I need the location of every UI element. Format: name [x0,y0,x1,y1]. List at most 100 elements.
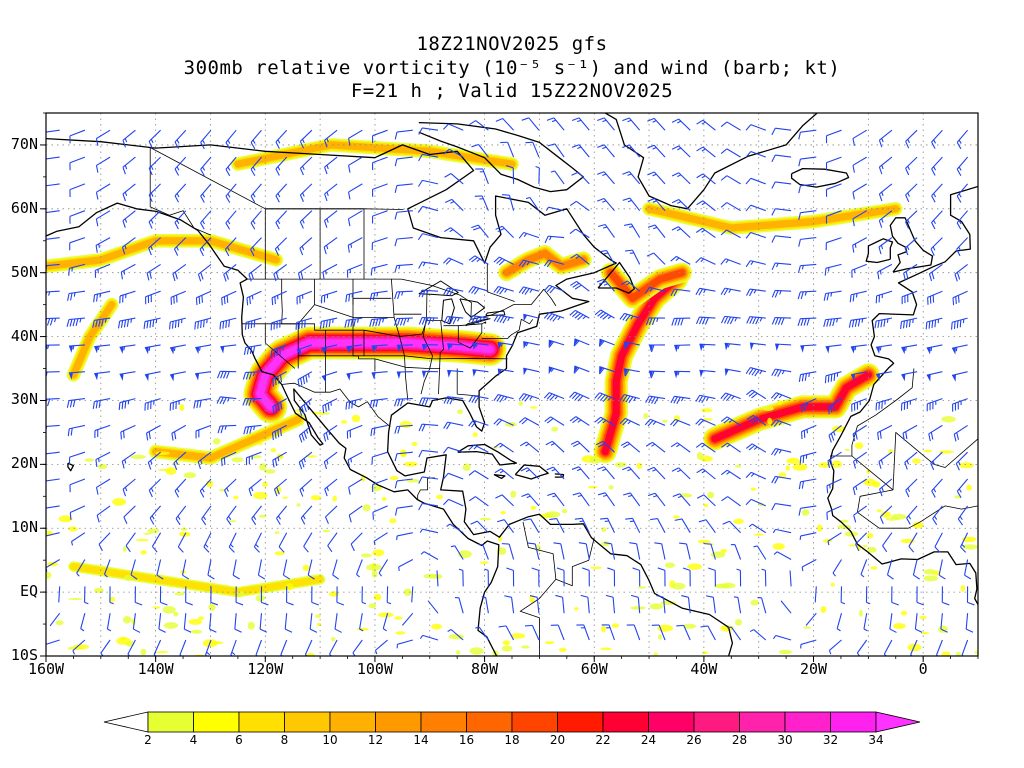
wind-barb [260,586,269,606]
vorticity-speckle [310,495,322,501]
wind-barb [495,494,514,507]
colorbar-bin [511,711,558,733]
colorbar-bin [693,711,740,733]
y-tick-label: 70N [10,134,38,153]
colorbar-min-arrow [103,711,149,733]
wind-barb [607,567,616,587]
vorticity-speckle [479,517,492,521]
wind-barb [908,532,918,553]
wind-barb [733,596,742,614]
wind-barb [629,542,641,560]
colorbar-bin [329,711,376,733]
wind-barb [394,398,413,407]
wind-barb [594,309,615,320]
wind-barb [925,317,943,330]
us-states-5 [457,323,483,349]
vorticity-speckle [55,620,64,626]
s-america-borders-2 [555,537,595,587]
wind-barb [242,371,262,380]
wind-barb [217,370,237,379]
colorbar-tick-label: 12 [367,733,384,747]
wind-barb [644,418,666,427]
wind-barb [879,505,893,524]
wind-barb [745,471,767,480]
wind-barb [695,227,716,239]
vorticity-speckle [713,583,730,589]
vorticity-speckle [228,520,237,523]
wind-barb [506,165,515,184]
vorticity-speckle [332,495,338,502]
wind-barb [798,505,817,516]
vorticity-speckle [122,616,132,624]
wind-barb [851,398,867,412]
wind-barb [173,237,187,256]
wind-barb [555,594,565,614]
wind-barb [941,586,950,606]
wind-barb [447,629,464,641]
wind-barb [901,371,918,382]
wind-barb [938,559,946,580]
colorbar-bin [784,711,831,733]
wind-barb [427,600,439,614]
wind-barb [468,496,489,507]
vorticity-speckle [720,548,728,553]
wind-barb [721,496,741,507]
wind-barb [151,532,162,553]
wind-barb [523,518,540,533]
vorticity-speckle [305,652,316,656]
wind-barb [224,478,237,498]
wind-barb [394,210,413,220]
wind-barb [644,286,666,294]
colorbar-tick-label: 22 [595,733,611,747]
wind-barb [243,424,262,435]
wind-barb [852,478,868,496]
wind-barb [746,288,766,297]
wind-barb [651,624,666,641]
wind-barb [444,173,464,185]
us-states-20 [374,358,441,369]
vorticity-speckle [649,603,663,610]
wind-barb [647,224,666,238]
wind-barb [447,369,464,378]
wind-barb [95,129,111,146]
vorticity-speckle [258,514,267,518]
wind-barb [143,317,161,330]
vorticity-speckle [500,511,506,515]
vorticity-speckle [255,594,265,602]
wind-barb [553,542,565,560]
wind-barb [550,170,565,185]
wind-barb [823,317,842,327]
wind-barb [223,263,237,282]
wind-barb [670,442,691,453]
wind-barb [855,532,868,552]
wind-barb [578,542,590,560]
wind-barb [394,263,413,273]
wind-barb [68,371,85,380]
wind-barb [926,398,943,412]
wind-barb [244,317,262,330]
wind-barb [329,639,338,656]
wind-barb [396,344,413,353]
svalbard-gap [825,87,831,106]
wind-barb [671,172,691,185]
vorticity-speckle [551,426,559,432]
wind-barb [49,612,61,627]
x-tick-label: 140W [137,660,174,678]
vorticity-speckle [302,564,310,571]
wind-barb [94,344,111,354]
wind-barb [878,183,893,202]
wind-barb [850,344,867,354]
wind-barb [418,289,439,298]
wind-barb [931,478,943,498]
vorticity-speckle [683,623,696,629]
wind-barb [824,263,842,276]
vorticity-speckle [67,598,83,600]
wind-barb [174,183,187,203]
wind-barb [745,177,766,185]
vorticity-speckle [377,612,394,618]
wind-barb [323,237,338,255]
wind-barb [144,371,161,382]
wind-barb [569,309,590,321]
wind-barb [200,129,212,150]
wind-barb [622,197,641,212]
